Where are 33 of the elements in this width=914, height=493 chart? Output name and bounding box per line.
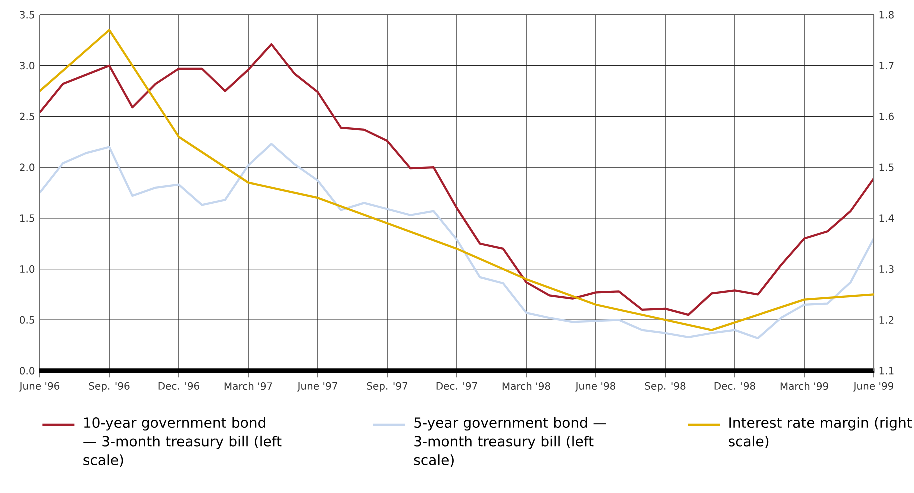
legend-label: Interest rate margin (right scale)	[729, 417, 912, 448]
y-tick-label: 2.0	[20, 164, 35, 172]
x-tick-label: June '99	[853, 382, 894, 392]
x-tick-label: Sep. '97	[367, 382, 408, 392]
y-tick-label: 3.0	[20, 62, 35, 70]
y2-tick-label: 1.6	[880, 112, 894, 120]
x-tick-label: March '97	[224, 382, 272, 390]
line-series	[40, 143, 874, 340]
y2-tick-label: 1.4	[880, 214, 894, 222]
y-tick-label: 0.5	[20, 316, 34, 324]
x-tick-label: Dec. '96	[158, 382, 200, 390]
legend-label: 5-year government bond — 3-month treasury bill (left scale)	[414, 417, 606, 468]
x-tick-label: Dec. '97	[436, 382, 478, 390]
x-tick-label: June '98	[575, 382, 616, 392]
y-tick-label: 3.5	[20, 11, 34, 19]
y2-tick-label: 1.7	[880, 62, 894, 70]
y2-tick-label: 1.1	[880, 367, 894, 375]
x-tick-label: June '96	[19, 382, 60, 392]
y2-tick-label: 1.2	[880, 316, 894, 324]
x-tick-label: June '97	[297, 382, 338, 392]
y2-tick-label: 1.3	[880, 266, 894, 274]
x-tick-label: Sep. '98	[645, 382, 686, 392]
y-tick-label: 1.0	[20, 266, 35, 274]
x-tick-label: Dec. '98	[714, 382, 756, 390]
x-tick-label: March '99	[780, 382, 828, 390]
y2-tick-label: 1.8	[880, 11, 894, 19]
y-tick-label: 1.5	[20, 214, 34, 222]
y-tick-label: 2.5	[20, 112, 34, 120]
x-tick-label: March '98	[502, 382, 550, 390]
x-tick-label: Sep. '96	[89, 382, 130, 392]
y2-tick-label: 1.5	[880, 164, 894, 172]
y-tick-label: 0.0	[20, 367, 35, 375]
legend-label: 10-year government bond — 3-month treasury bill (left scale)	[84, 417, 282, 468]
